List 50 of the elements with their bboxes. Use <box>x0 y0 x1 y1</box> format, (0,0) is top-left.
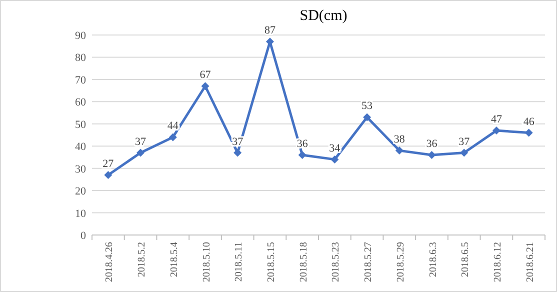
y-tick-label: 0 <box>80 230 86 242</box>
point <box>168 133 177 142</box>
data-label: 37 <box>458 136 470 148</box>
data-label: 27 <box>102 158 114 170</box>
x-tick-label: 2018.6.3 <box>428 242 439 277</box>
y-tick-label: 90 <box>75 30 86 42</box>
data-label: 53 <box>362 100 374 112</box>
data-label: 38 <box>394 134 406 146</box>
x-tick-label: 2018.5.4 <box>168 242 180 277</box>
y-tick-label: 70 <box>75 74 86 86</box>
point <box>524 128 533 137</box>
y-tick-label: 30 <box>75 163 86 176</box>
point <box>428 151 436 159</box>
x-tick-label: 2018.5.18 <box>298 242 310 282</box>
point <box>395 146 404 155</box>
point <box>136 148 145 157</box>
point <box>234 148 242 157</box>
point <box>460 148 468 157</box>
x-tick-label: 2018.5.23 <box>330 242 342 282</box>
x-tick-label: 2018.6.12 <box>492 242 504 282</box>
x-tick-label: 2018.5.11 <box>234 242 245 282</box>
y-tick-label: 40 <box>75 141 86 154</box>
point <box>363 113 372 122</box>
point <box>330 155 339 164</box>
point <box>104 171 112 179</box>
x-tick-label: 2018.5.27 <box>363 242 374 282</box>
data-label: 47 <box>490 114 502 126</box>
x-tick-label: 2018.4.26 <box>104 242 116 282</box>
data-label: 37 <box>135 136 147 148</box>
data-label: 44 <box>167 120 179 132</box>
data-label: 67 <box>200 69 212 82</box>
point <box>492 126 500 135</box>
x-tick-label: 2018.5.15 <box>266 242 277 282</box>
point <box>201 82 210 90</box>
data-label: 34 <box>329 142 341 154</box>
y-tick-label: 10 <box>75 208 86 220</box>
x-tick-label: 2018.6.21 <box>524 242 536 282</box>
x-tick-label: 2018.5.10 <box>201 242 212 282</box>
point <box>298 151 306 159</box>
x-tick-label: 2018.5.29 <box>395 242 406 282</box>
data-label: 87 <box>264 24 276 37</box>
data-label: 36 <box>426 138 438 150</box>
y-tick-label: 50 <box>75 118 86 131</box>
chart-title: SD(cm) <box>300 8 348 24</box>
y-tick-label: 20 <box>75 186 86 198</box>
y-tick-label: 80 <box>75 52 86 64</box>
x-tick-label: 2018.6.5 <box>460 242 472 277</box>
y-tick-label: 60 <box>75 96 86 109</box>
data-label: 46 <box>523 116 535 128</box>
x-tick-label: 2018.5.2 <box>136 242 148 277</box>
